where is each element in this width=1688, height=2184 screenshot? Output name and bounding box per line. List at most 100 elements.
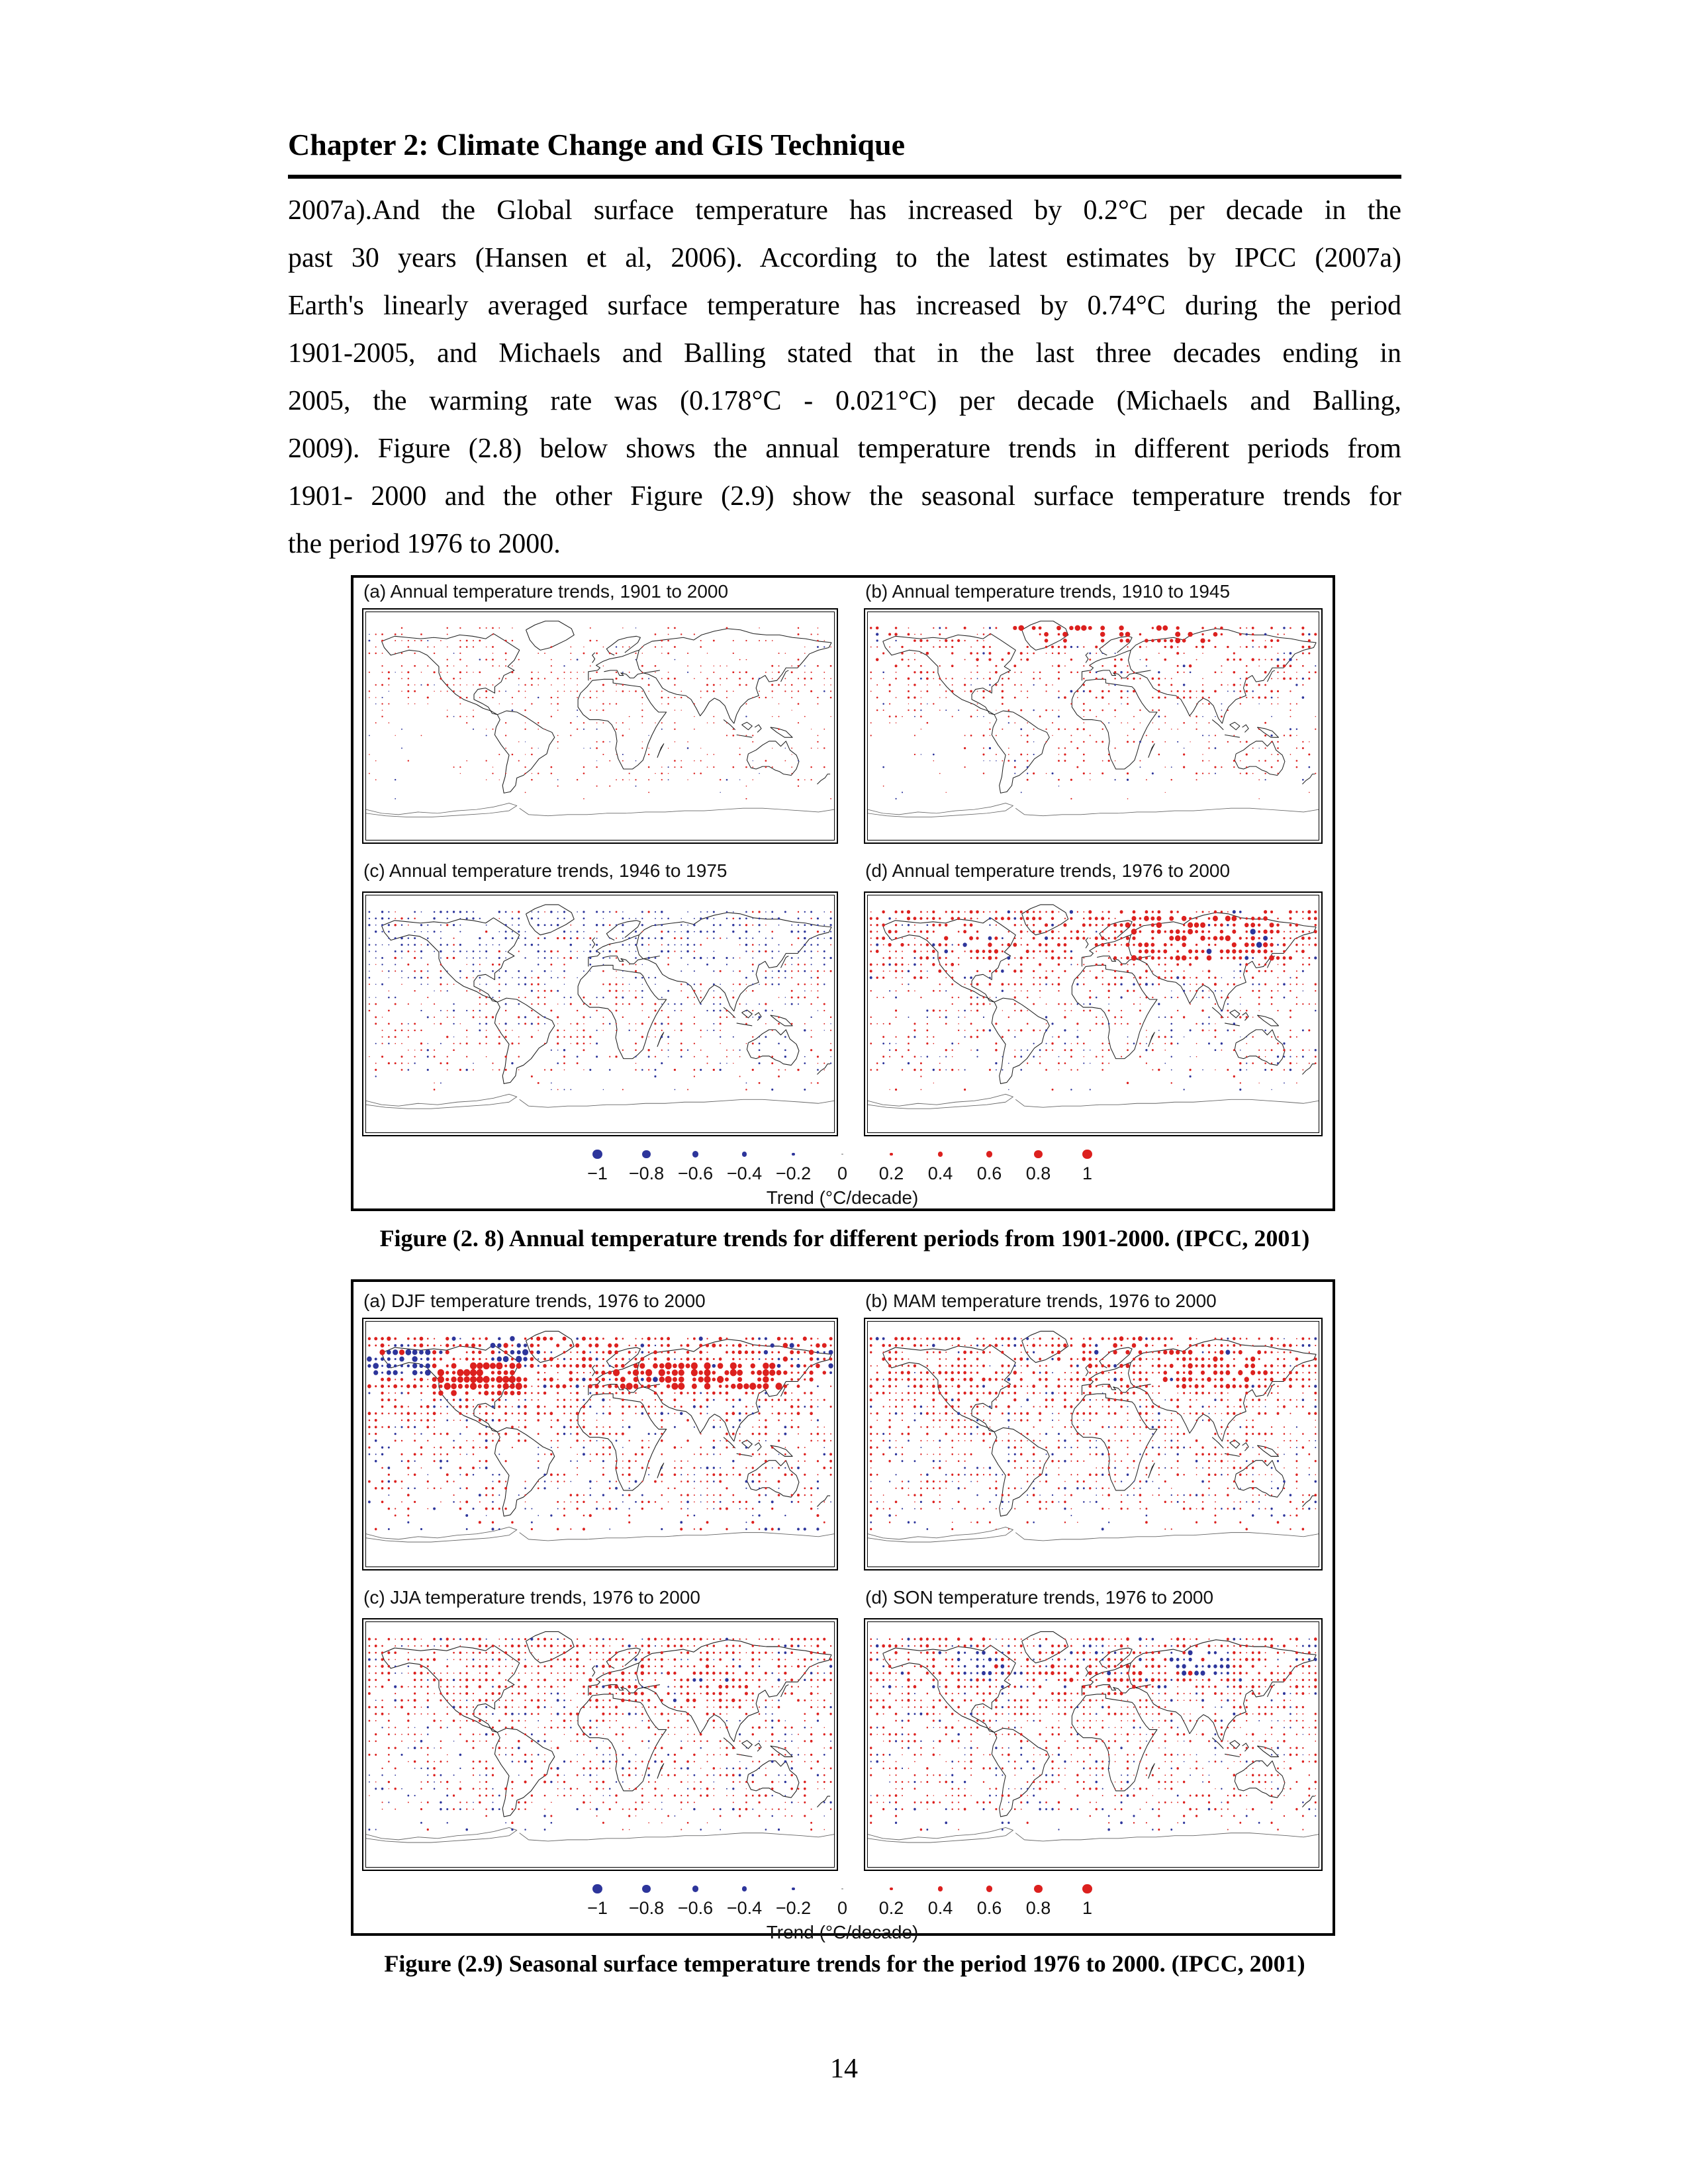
panel-title: (b) Annual temperature trends, 1910 to 1… — [865, 581, 1231, 602]
figure-2-8: (a) Annual temperature trends, 1901 to 2… — [351, 575, 1335, 1211]
legend-value: 1 — [1082, 1163, 1093, 1183]
legend-dot — [741, 1152, 747, 1157]
map-panel-annual-1910-1945: (b) Annual temperature trends, 1910 to 1… — [864, 578, 1323, 844]
panel-title: (b) MAM temperature trends, 1976 to 2000 — [865, 1291, 1217, 1311]
paragraph-line: the period 1976 to 2000. — [288, 529, 561, 559]
legend-dot — [890, 1887, 893, 1891]
trend-legend: −1 −0.8 −0.6 −0.4 −0.2 0 0.2 0.4 0.6 0.8 1 Trend (… — [362, 1147, 1323, 1208]
legend-dot — [792, 1152, 795, 1156]
legend-dot — [1034, 1884, 1043, 1893]
panel-title: (d) Annual temperature trends, 1976 to 2… — [865, 860, 1231, 881]
legend-item: −0.4 — [720, 1882, 769, 1919]
legend-value: −0.8 — [628, 1163, 665, 1183]
legend-dot — [890, 1152, 893, 1156]
legend-value: −0.2 — [775, 1898, 812, 1918]
legend-dot — [986, 1151, 993, 1158]
map-panel-djf: (a) DJF temperature trends, 1976 to 2000 — [362, 1287, 838, 1570]
legend-value: 0.6 — [976, 1898, 1002, 1918]
figure-2-9: (a) DJF temperature trends, 1976 to 2000… — [351, 1279, 1335, 1942]
legend-value: −1 — [587, 1163, 608, 1183]
legend-value: −0.2 — [775, 1163, 812, 1183]
legend-value: −1 — [587, 1898, 608, 1918]
legend-item: −0.6 — [671, 1882, 720, 1919]
legend-item: 0.8 — [1014, 1882, 1063, 1919]
legend-dot — [937, 1152, 943, 1157]
body-paragraph: 2007a).And the Global surface temperatur… — [288, 187, 1401, 568]
legend-value: 0.4 — [927, 1163, 953, 1183]
paragraph-line: 1901-2005, and Michaels and Balling stat… — [288, 338, 1401, 369]
figure-2-8-caption: Figure (2. 8) Annual temperature trends … — [379, 1225, 1310, 1251]
map-panel-annual-1946-1975: (c) Annual temperature trends, 1946 to 1… — [362, 844, 838, 1136]
legend-dot — [692, 1886, 699, 1892]
paragraph-line: 2005, the warming rate was (0.178°C - 0.… — [288, 386, 1401, 416]
legend-dot — [1082, 1884, 1092, 1894]
panel-title: (a) Annual temperature trends, 1901 to 2… — [363, 581, 729, 602]
legend-item: −0.2 — [769, 1147, 818, 1184]
legend-item: −0.6 — [671, 1147, 720, 1184]
world-map — [366, 1631, 834, 1843]
world-map — [366, 1330, 834, 1543]
panel-title: (a) DJF temperature trends, 1976 to 2000 — [363, 1291, 706, 1311]
legend-item: 0.4 — [916, 1147, 965, 1184]
legend-dot — [937, 1886, 943, 1891]
legend-item: −1 — [573, 1147, 622, 1184]
legend-dot — [841, 1153, 843, 1156]
legend-value: −0.8 — [628, 1898, 665, 1918]
legend-item: 1 — [1063, 1147, 1112, 1184]
legend-value: 0 — [837, 1163, 848, 1183]
map-frame — [362, 1318, 838, 1570]
panel-title: (d) SON temperature trends, 1976 to 2000 — [865, 1587, 1214, 1608]
legend-value: 0.2 — [878, 1163, 904, 1183]
world-map — [366, 620, 834, 818]
world-map — [868, 620, 1319, 818]
legend-dot — [692, 1151, 699, 1158]
map-frame — [864, 1618, 1323, 1871]
legend-item: −1 — [573, 1882, 622, 1919]
legend-dot — [841, 1888, 843, 1890]
legend-item: 0.8 — [1014, 1147, 1063, 1184]
world-map — [366, 904, 834, 1109]
trend-legend-scale: −1 −0.8 −0.6 −0.4 −0.2 0 0.2 0.4 0.6 0.8 1 — [362, 1147, 1323, 1184]
legend-dot — [1082, 1149, 1092, 1160]
legend-value: −0.4 — [726, 1898, 763, 1918]
world-map — [868, 1330, 1319, 1543]
legend-dot — [1034, 1150, 1043, 1159]
map-frame — [864, 1318, 1323, 1570]
paragraph-line: 2009). Figure (2.8) below shows the annu… — [288, 433, 1401, 464]
map-frame — [362, 891, 838, 1136]
panel-title: (c) JJA temperature trends, 1976 to 2000 — [363, 1587, 700, 1608]
legend-value: 0.4 — [927, 1898, 953, 1918]
heading-rule — [288, 175, 1401, 179]
paragraph-line: past 30 years (Hansen et al, 2006). Acco… — [288, 243, 1401, 273]
legend-value: 0.2 — [878, 1898, 904, 1918]
map-panel-son: (d) SON temperature trends, 1976 to 2000 — [864, 1570, 1323, 1871]
legend-value: 0 — [837, 1898, 848, 1918]
map-panel-annual-1976-2000: (d) Annual temperature trends, 1976 to 2… — [864, 844, 1323, 1136]
map-panel-jja: (c) JJA temperature trends, 1976 to 2000 — [362, 1570, 838, 1871]
legend-dot — [592, 1884, 602, 1894]
legend-value: −0.6 — [677, 1898, 714, 1918]
trend-legend-scale: −1 −0.8 −0.6 −0.4 −0.2 0 0.2 0.4 0.6 0.8 1 — [362, 1882, 1323, 1919]
legend-item: 0.2 — [867, 1147, 916, 1184]
legend-value: −0.6 — [677, 1163, 714, 1183]
trend-legend: −1 −0.8 −0.6 −0.4 −0.2 0 0.2 0.4 0.6 0.8 1 Trend (… — [362, 1882, 1323, 1943]
page-number: 14 — [830, 2054, 858, 2084]
map-panel-mam: (b) MAM temperature trends, 1976 to 2000 — [864, 1287, 1323, 1570]
legend-item: 1 — [1063, 1882, 1112, 1919]
legend-item: 0.4 — [916, 1882, 965, 1919]
trend-legend-label: Trend (°C/decade) — [766, 1922, 919, 1942]
map-frame — [362, 1618, 838, 1871]
figure-2-9-caption: Figure (2.9) Seasonal surface temperatur… — [384, 1950, 1305, 1977]
legend-dot — [642, 1884, 651, 1893]
legend-item: −0.8 — [622, 1147, 671, 1184]
panel-title: (c) Annual temperature trends, 1946 to 1… — [363, 860, 727, 881]
legend-dot — [792, 1887, 795, 1891]
trend-legend-label: Trend (°C/decade) — [766, 1187, 919, 1208]
legend-item: 0 — [818, 1147, 867, 1184]
legend-item: −0.8 — [622, 1882, 671, 1919]
legend-dot — [592, 1149, 602, 1160]
legend-item: 0.6 — [965, 1882, 1014, 1919]
legend-value: 0.8 — [1025, 1898, 1051, 1918]
legend-item: −0.4 — [720, 1147, 769, 1184]
paragraph-line: 1901- 2000 and the other Figure (2.9) sh… — [288, 481, 1401, 512]
